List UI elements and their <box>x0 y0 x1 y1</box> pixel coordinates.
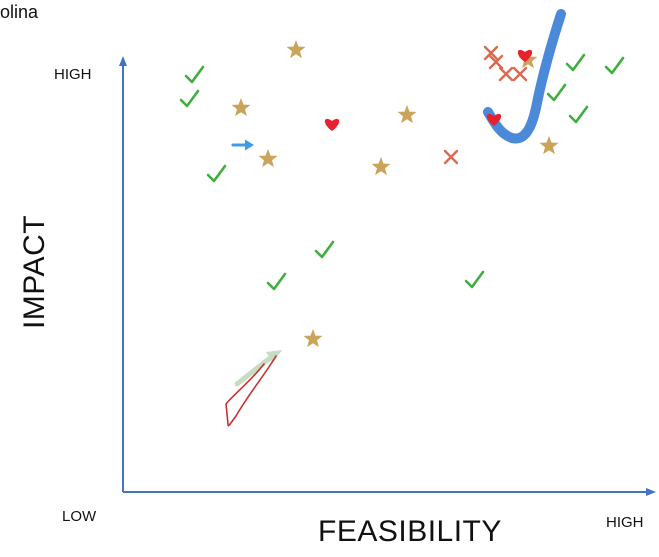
star-mark <box>539 136 559 155</box>
blue-highlight-stroke <box>483 9 566 144</box>
star-mark <box>231 98 251 117</box>
y-axis-title: IMPACT <box>18 214 51 330</box>
cross-mark <box>488 54 504 70</box>
red-scribble <box>225 355 277 427</box>
heart-mark <box>324 118 340 131</box>
check-mark <box>206 164 227 183</box>
cross-mark <box>512 66 528 82</box>
check-mark <box>266 272 287 291</box>
cross-mark <box>498 66 514 82</box>
check-mark <box>604 56 625 75</box>
cross-mark <box>443 149 459 165</box>
light-arrow-head <box>266 350 282 363</box>
y-axis-arrowhead <box>119 56 127 66</box>
check-mark <box>464 270 485 289</box>
heart-mark <box>517 49 533 62</box>
star-mark <box>397 105 417 124</box>
x-axis-high-label: HIGH <box>606 514 644 531</box>
star-mark <box>371 157 391 176</box>
check-mark <box>546 83 567 102</box>
small-arrow-head <box>245 139 254 151</box>
star-mark <box>258 149 278 168</box>
x-axis-arrowhead <box>646 488 656 496</box>
check-mark <box>184 65 205 84</box>
star-mark <box>286 40 306 59</box>
star-mark <box>303 329 323 348</box>
corner-title: olina <box>0 2 39 22</box>
y-axis-high-label: HIGH <box>54 66 92 83</box>
x-axis-title: FEASIBILITY <box>318 515 502 548</box>
origin-low-label: LOW <box>62 508 97 525</box>
check-mark <box>314 240 335 259</box>
check-mark <box>565 53 586 72</box>
cross-mark <box>483 45 499 61</box>
check-mark <box>568 105 589 124</box>
light-arrow-shaft <box>234 355 273 387</box>
check-mark <box>179 89 200 108</box>
heart-mark <box>486 113 502 126</box>
